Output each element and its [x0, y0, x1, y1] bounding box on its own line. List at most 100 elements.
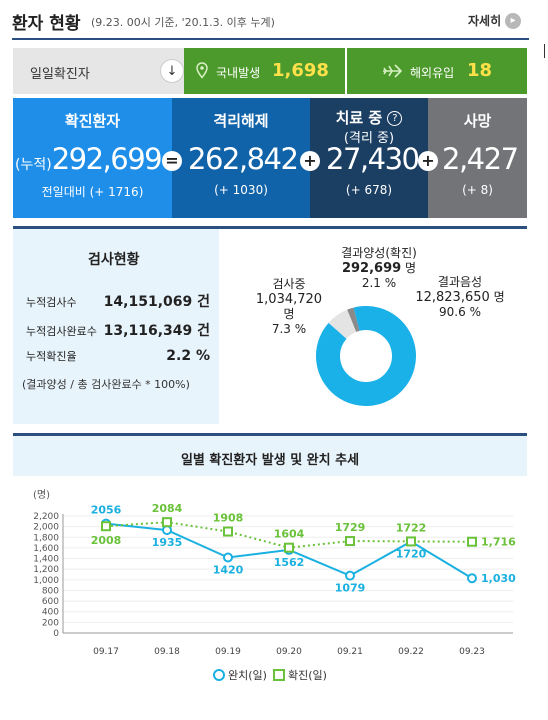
y-tick-label: 0 — [53, 629, 59, 639]
data-point — [284, 542, 294, 553]
released-daily-change: (+ 1030) — [214, 183, 268, 197]
legend-label: 확진(일) — [288, 668, 327, 682]
legend-label: 완치(일) — [228, 668, 267, 682]
data-point — [101, 521, 111, 532]
data-point — [162, 525, 172, 536]
chevron-right-icon: ▸ — [505, 12, 522, 29]
tests-row-value: 13,116,349 건 — [103, 323, 210, 339]
testing-unit: 명 — [283, 307, 295, 321]
data-label: 1908 — [213, 512, 244, 525]
positive-result-annotation: 결과양성(확진) 292,699 명 2.1 % — [324, 246, 434, 291]
arrow-down-icon[interactable]: ↓ — [160, 59, 184, 83]
in-treatment-box: 치료 중 ? (격리 중) 27,430 (+ 678) — [310, 98, 428, 218]
deaths-total-value: 2,427 — [442, 142, 519, 176]
header-divider — [12, 38, 529, 40]
data-point — [467, 573, 477, 584]
data-label: 2084 — [152, 502, 183, 515]
confirmed-total-value: (누적)292,699 — [15, 142, 163, 176]
test-results-donut-chart — [316, 306, 416, 406]
x-tick-label: 09.21 — [337, 647, 363, 657]
daily-trend-chart: (명) 02004006008001,0001,2001,4001,6001,80… — [33, 489, 516, 682]
tests-row-label: 누적검사완료수 — [26, 325, 97, 338]
in-treatment-title: 치료 중 ? — [310, 107, 428, 128]
testing-value: 1,034,720 — [255, 292, 323, 307]
data-point — [467, 536, 477, 547]
confirmed-title: 확진환자 — [64, 112, 121, 130]
x-tick-label: 09.17 — [93, 647, 119, 657]
positive-value: 292,699 — [341, 261, 402, 276]
negative-label: 결과음성 — [437, 275, 483, 289]
daily-confirmed-label: 일일확진자 — [30, 67, 90, 82]
data-point — [162, 517, 172, 528]
in-treatment-subtitle: (격리 중) — [343, 131, 395, 146]
positive-unit: 명 — [405, 261, 417, 275]
tests-summary-panel — [13, 229, 219, 424]
deaths-daily-change: (+ 8) — [462, 183, 493, 197]
imported-cases-label: 해외유입 — [410, 66, 455, 80]
confirmed-total-box: 확진환자 (누적)292,699 전일대비 (+ 1716) — [13, 98, 172, 218]
y-tick-label: 2,200 — [33, 512, 59, 522]
plus-operator: + — [418, 151, 438, 171]
data-label: 1420 — [213, 563, 244, 576]
tests-row: 누적확진율 2.2 % — [26, 348, 210, 364]
tests-row-label: 누적확진율 — [26, 350, 77, 363]
y-tick-label: 1,600 — [33, 544, 59, 554]
location-pin-icon — [196, 62, 208, 79]
more-details-label: 자세히 — [468, 14, 502, 28]
in-treatment-title-text: 치료 중 — [335, 109, 383, 127]
tests-row: 누적검사수 14,151,069 건 — [26, 291, 210, 311]
more-details-button[interactable]: 자세히 ▸ — [468, 12, 522, 29]
x-tick-label: 09.23 — [459, 647, 485, 657]
negative-value: 12,823,650 — [415, 290, 490, 305]
data-label: 1604 — [274, 528, 305, 541]
data-point — [345, 570, 355, 581]
y-tick-label: 200 — [42, 618, 59, 628]
y-tick-label: 1,400 — [33, 555, 59, 565]
chart-legend: 완치(일) 확진(일) — [213, 668, 327, 682]
imported-cases-value: 18 — [467, 60, 493, 81]
y-tick-label: 1,200 — [33, 565, 59, 575]
released-total-value: 262,842 — [188, 142, 299, 176]
data-label: 1722 — [396, 521, 427, 534]
question-icon[interactable]: ? — [387, 111, 403, 126]
testing-label: 검사중 — [272, 277, 306, 291]
donut-slice-negative — [316, 306, 416, 406]
tests-row-value: 14,151,069 건 — [103, 294, 210, 310]
data-label: 2056 — [91, 504, 122, 517]
negative-percent: 90.6 % — [439, 305, 481, 319]
tests-row-value: 2.2 % — [166, 348, 210, 364]
imported-cases-box: 해외유입 18 — [347, 48, 527, 94]
data-label: 1720 — [396, 548, 427, 561]
positive-percent: 2.1 % — [361, 276, 397, 290]
data-point — [406, 536, 416, 547]
domestic-cases-label: 국내발생 — [216, 66, 261, 80]
negative-result-annotation: 결과음성 12,823,650 명 90.6 % — [408, 275, 512, 320]
confirmed-number: 292,699 — [51, 142, 163, 176]
data-point — [223, 526, 233, 537]
data-point — [345, 536, 355, 547]
y-tick-label: 1,000 — [33, 576, 59, 586]
cumulative-prefix: (누적) — [15, 157, 52, 173]
edge-divider — [544, 44, 545, 58]
legend-marker — [273, 669, 285, 681]
plus-operator: + — [300, 151, 320, 171]
testing-annotation: 검사중 1,034,720 명 7.3 % — [245, 277, 333, 337]
domestic-cases-value: 1,698 — [272, 60, 329, 81]
testing-percent: 7.3 % — [271, 322, 307, 336]
y-tick-label: 2,000 — [33, 523, 59, 533]
x-tick-label: 09.18 — [154, 647, 180, 657]
page-title: 환자 현황 — [12, 14, 81, 34]
x-tick-label: 09.20 — [276, 647, 302, 657]
y-tick-label: 1,800 — [33, 533, 59, 543]
chart-header: 일별 확진환자 발생 및 완치 추세 — [13, 436, 527, 476]
positivity-formula-note: (결과양성 / 총 검사완료수 * 100%) — [22, 378, 190, 391]
positive-label: 결과양성(확진) — [341, 246, 417, 260]
data-label: 1,716 — [481, 536, 516, 549]
y-tick-label: 800 — [42, 586, 59, 596]
negative-unit: 명 — [493, 290, 505, 304]
released-total-box: 격리해제 262,842 (+ 1030) — [172, 98, 310, 218]
in-treatment-total-value: 27,430 — [326, 142, 420, 176]
tests-row: 누적검사완료수 13,116,349 건 — [26, 320, 210, 340]
tests-row-label: 누적검사수 — [26, 296, 77, 309]
data-label: 1,030 — [481, 572, 516, 585]
